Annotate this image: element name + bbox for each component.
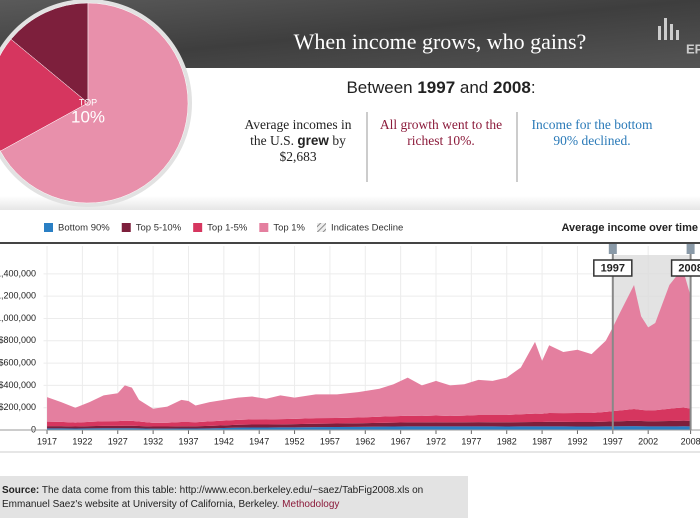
x-tick-label: 1972: [426, 436, 446, 446]
x-tick-label: 1982: [497, 436, 517, 446]
source-box: [0, 476, 468, 518]
x-tick-label: 1942: [214, 436, 234, 446]
pie-label-small: TOP: [79, 97, 97, 107]
y-tick-label: $600,000: [0, 357, 36, 367]
x-tick-label: 1917: [37, 436, 57, 446]
pie-slice: [0, 2, 189, 204]
x-tick-label: 1957: [320, 436, 340, 446]
y-tick-label: 1,000,000: [0, 313, 36, 323]
x-tick-label: 1992: [567, 436, 587, 446]
summary-text: Average incomes in the U.S.: [244, 117, 352, 148]
summary-text: by $2,683: [279, 133, 346, 164]
shadow: [0, 196, 700, 210]
chart-title: Average income over time: [561, 222, 698, 234]
pie-label: 10%: [71, 107, 105, 126]
x-tick-label: 1997: [603, 436, 623, 446]
legend-label: Top 1-5%: [207, 223, 248, 234]
highlight-label: 2008: [678, 262, 700, 274]
methodology-link[interactable]: Methodology: [282, 499, 340, 510]
y-tick-label: $200,000: [0, 402, 36, 412]
x-tick-label: 2008: [681, 436, 700, 446]
y-tick-label: 1,200,000: [0, 291, 36, 301]
legend-label: Indicates Decline: [331, 223, 403, 234]
highlight-label-box: [670, 259, 700, 277]
plot: 0 $200,000 $400,000 $600,000 $800,000 1,000,0…: [0, 222, 700, 453]
area: [47, 426, 691, 430]
heading-part: and: [455, 78, 493, 97]
logo-text: EPI: [686, 41, 700, 56]
summary-emphasis: grew: [297, 133, 329, 148]
area: [47, 407, 691, 427]
x-tick-label: 1932: [143, 436, 163, 446]
pie-slice: [10, 2, 89, 104]
logo: EPI: [658, 18, 700, 56]
x-tick-label: 1937: [178, 436, 198, 446]
legend-label: Top 5-10%: [136, 223, 182, 234]
source: Source: The data come from this table: h…: [2, 484, 464, 512]
summary-text: Income for the bottom 90% declined.: [531, 117, 653, 148]
y-tick-label: 0: [31, 424, 36, 434]
heading-part: Between: [346, 78, 418, 97]
heading-part: :: [530, 78, 536, 97]
x-tick-label: 1927: [108, 436, 128, 446]
area: [47, 420, 691, 429]
y-tick-label: 1,400,000: [0, 268, 36, 278]
x-tick-label: 1987: [532, 436, 552, 446]
source-text: The data come from this table: http://ww…: [2, 485, 424, 510]
source-label: Source:: [2, 485, 40, 496]
pie-slice: [0, 38, 89, 152]
x-tick-label: 2002: [638, 436, 658, 446]
highlight-handle: [608, 244, 617, 254]
legend-swatch: [259, 223, 269, 232]
legend-swatch: [193, 223, 203, 232]
y-tick-label: $400,000: [0, 380, 36, 390]
highlight-handle: [686, 244, 695, 254]
area: [47, 271, 691, 423]
summary-heading: Between 1997 and 2008:: [300, 78, 582, 98]
x-tick-label: 1967: [391, 436, 411, 446]
heading-year: 2008: [492, 78, 531, 97]
legend-swatch: [317, 223, 326, 232]
highlight-label: 1997: [601, 262, 625, 274]
summary-text: All growth went to the richest 10%.: [379, 117, 503, 148]
x-tick-label: 1947: [249, 436, 269, 446]
y-tick-label: $800,000: [0, 335, 36, 345]
legend-swatch: [44, 223, 53, 232]
legend-label: Top 1%: [273, 223, 305, 234]
summary-column: Average incomes in the U.S. grew by $2,6…: [236, 117, 360, 165]
x-tick-label: 1977: [461, 436, 481, 446]
x-tick-label: 1952: [285, 436, 305, 446]
x-tick-label: 1922: [72, 436, 92, 446]
legend-label: Bottom 90%: [58, 223, 110, 234]
summary-column: Income for the bottom 90% declined.: [524, 117, 660, 149]
summary-column: All growth went to the richest 10%.: [373, 117, 509, 149]
x-tick-label: 1962: [355, 436, 375, 446]
legend-swatch: [121, 223, 131, 232]
heading-year: 1997: [417, 78, 456, 97]
highlight-label-box: [593, 259, 633, 277]
page-title: When income grows, who gains?: [294, 29, 587, 54]
